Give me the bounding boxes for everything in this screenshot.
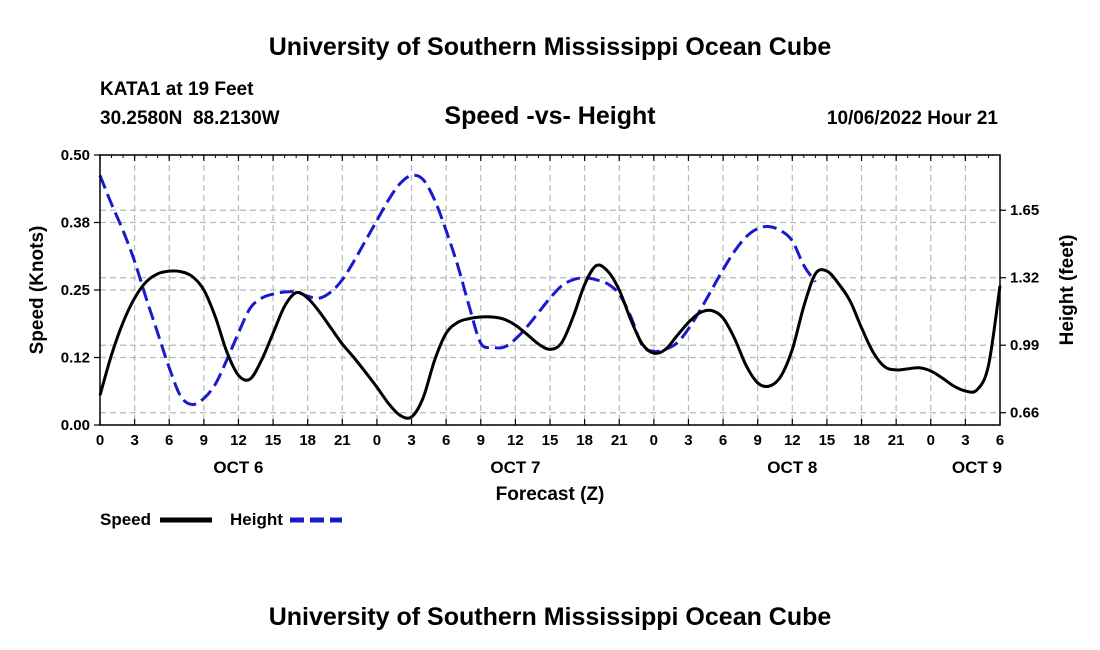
x-tick-label: 15 xyxy=(542,432,559,449)
x-tick-label: 12 xyxy=(230,432,247,449)
y-right-tick-label: 0.66 xyxy=(1010,405,1039,422)
y-left-tick-label: 0.38 xyxy=(61,215,90,232)
x-tick-label: 9 xyxy=(477,432,485,449)
series-line-height xyxy=(98,173,817,407)
grid-layer xyxy=(100,154,1000,426)
y-right-tick-label: 1.32 xyxy=(1010,270,1039,287)
series-layer xyxy=(98,173,1002,420)
x-tick-label: 6 xyxy=(719,432,727,449)
series-line-speed xyxy=(98,263,1002,420)
x-tick-label: 0 xyxy=(650,432,658,449)
y-left-tick-label: 0.12 xyxy=(61,350,90,367)
x-tick-label: 18 xyxy=(299,432,316,449)
x-tick-label: 0 xyxy=(927,432,935,449)
x-tick-label: 6 xyxy=(165,432,173,449)
chart-title: University of Southern Mississippi Ocean… xyxy=(269,33,832,61)
x-tick-label: 6 xyxy=(996,432,1004,449)
x-tick-label: 18 xyxy=(576,432,593,449)
x-tick-label: 0 xyxy=(373,432,381,449)
x-tick-label: 21 xyxy=(611,432,628,449)
x-tick-label: 12 xyxy=(507,432,524,449)
station-label: KATA1 at 19 Feet xyxy=(100,79,254,100)
x-tick-label: 3 xyxy=(130,432,138,449)
coords-label: 30.2580N 88.2130W xyxy=(100,108,280,129)
day-label: OCT 9 xyxy=(952,458,1002,477)
day-label: OCT 7 xyxy=(490,458,540,477)
chart-subtitle: Speed -vs- Height xyxy=(444,102,656,130)
x-tick-label: 21 xyxy=(888,432,905,449)
x-axis-label: Forecast (Z) xyxy=(496,484,605,505)
y-left-tick-label: 0.50 xyxy=(61,147,90,164)
x-tick-label: 6 xyxy=(442,432,450,449)
legend-height-label: Height xyxy=(230,510,283,529)
datetime-label: 10/06/2022 Hour 21 xyxy=(827,108,999,129)
footer-title: University of Southern Mississippi Ocean… xyxy=(269,603,832,631)
x-tick-label: 15 xyxy=(265,432,282,449)
x-tick-label: 9 xyxy=(754,432,762,449)
y-left-tick-label: 0.00 xyxy=(61,417,90,434)
y-right-tick-label: 0.99 xyxy=(1010,337,1039,354)
x-tick-label: 12 xyxy=(784,432,801,449)
legend: Speed Height xyxy=(100,510,342,529)
axis-layer: 0 3 6 9 12 15 18 21 0 3 6 9 12 15 18 21 0 3 6 9 12 15 18 21 0 3 6 O… xyxy=(61,147,1039,477)
x-tick-label: 18 xyxy=(853,432,870,449)
legend-speed-label: Speed xyxy=(100,510,151,529)
day-label: OCT 6 xyxy=(213,458,263,477)
x-tick-label: 0 xyxy=(96,432,104,449)
y-axis-right-label: Height (feet) xyxy=(1057,235,1078,346)
x-tick-label: 9 xyxy=(200,432,208,449)
y-axis-left-label: Speed (Knots) xyxy=(27,226,48,355)
x-tick-label: 3 xyxy=(407,432,415,449)
x-tick-label: 21 xyxy=(334,432,351,449)
x-tick-label: 15 xyxy=(819,432,836,449)
day-label: OCT 8 xyxy=(767,458,817,477)
x-tick-label: 3 xyxy=(684,432,692,449)
y-right-tick-label: 1.65 xyxy=(1010,202,1039,219)
x-tick-label: 3 xyxy=(961,432,969,449)
y-left-tick-label: 0.25 xyxy=(61,282,90,299)
